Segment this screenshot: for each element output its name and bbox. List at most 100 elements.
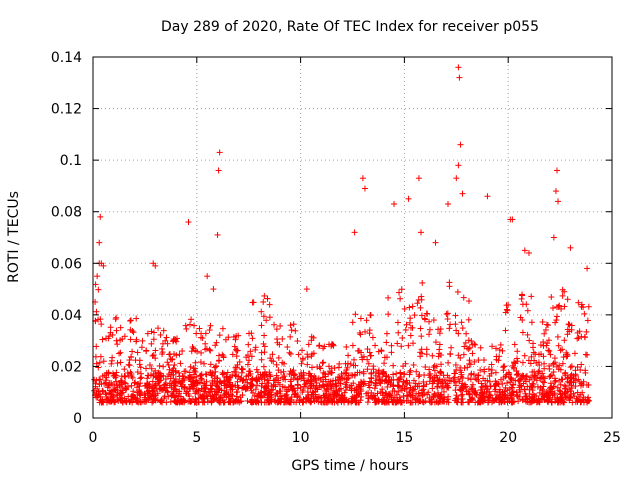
roti-background-point: [295, 351, 302, 358]
roti-background-point: [277, 322, 284, 329]
roti-background-point: [258, 375, 265, 382]
roti-background-point: [158, 372, 165, 379]
roti-background-point: [300, 375, 307, 382]
roti-background-point: [98, 321, 105, 328]
roti-background-point: [288, 327, 295, 334]
roti-background-point: [511, 341, 518, 348]
roti-background-point: [99, 399, 106, 406]
roti-background-point: [409, 324, 416, 331]
roti-background-point: [535, 368, 542, 375]
roti-background-point: [369, 394, 376, 401]
roti-background-point: [325, 398, 332, 405]
roti-background-point: [305, 377, 312, 384]
roti-background-point: [207, 393, 214, 400]
roti-background-point: [343, 369, 350, 376]
roti-background-point: [211, 364, 218, 371]
x-tick-label: 15: [395, 430, 413, 446]
roti-background-point: [491, 388, 498, 395]
roti-background-point: [177, 360, 184, 367]
roti-background-point: [173, 338, 180, 345]
roti-background-point: [162, 376, 169, 383]
roti-background-point: [538, 351, 545, 358]
roti-background-point: [370, 363, 377, 370]
roti-background-point: [253, 377, 260, 384]
roti-background-point: [216, 332, 223, 339]
roti-background-point: [103, 391, 110, 398]
roti-background-point: [469, 341, 476, 348]
roti-background-point: [287, 333, 294, 340]
roti-background-point: [337, 385, 344, 392]
roti-background-point: [565, 321, 572, 328]
roti-background-point: [249, 335, 256, 342]
roti-background-point: [122, 385, 129, 392]
roti-background-point: [578, 333, 585, 340]
roti-background-point: [375, 348, 382, 355]
roti-background-point: [388, 349, 395, 356]
roti-background-point: [193, 330, 200, 337]
roti-background-point: [220, 353, 227, 360]
roti-background-point: [190, 365, 197, 372]
roti-background-point: [425, 389, 432, 396]
roti-background-point: [528, 383, 535, 390]
roti-background-point: [281, 360, 288, 367]
roti-background-point: [93, 377, 100, 384]
roti-background-point: [420, 399, 427, 406]
roti-background-point: [185, 390, 192, 397]
roti-point: [453, 175, 460, 182]
roti-background-point: [265, 397, 272, 404]
roti-background-point: [172, 367, 179, 374]
roti-background-point: [315, 393, 322, 400]
roti-background-point: [258, 399, 265, 406]
roti-background-point: [117, 349, 124, 356]
roti-background-point: [298, 360, 305, 367]
roti-background-point: [519, 372, 526, 379]
roti-background-point: [574, 335, 581, 342]
roti-background-point: [143, 365, 150, 372]
roti-background-point: [287, 350, 294, 357]
roti-background-point: [109, 381, 116, 388]
roti-background-point: [149, 388, 156, 395]
roti-background-point: [469, 385, 476, 392]
roti-background-point: [276, 388, 283, 395]
roti-background-point: [430, 364, 437, 371]
roti-background-point: [441, 376, 448, 383]
roti-background-point: [438, 393, 445, 400]
roti-background-point: [483, 383, 490, 390]
roti-background-point: [368, 389, 375, 396]
roti-background-point: [208, 399, 215, 406]
roti-background-point: [524, 398, 531, 405]
roti-background-point: [348, 372, 355, 379]
roti-background-point: [562, 389, 569, 396]
roti-background-point: [561, 288, 568, 295]
roti-background-point: [158, 397, 165, 404]
roti-background-point: [117, 394, 124, 401]
roti-background-point: [220, 370, 227, 377]
roti-point: [567, 244, 574, 251]
roti-background-point: [233, 353, 240, 360]
roti-background-point: [536, 361, 543, 368]
roti-background-point: [199, 395, 206, 402]
roti-background-point: [366, 330, 373, 337]
roti-background-point: [284, 344, 291, 351]
roti-background-point: [557, 347, 564, 354]
roti-background-point: [337, 396, 344, 403]
roti-background-point: [510, 364, 517, 371]
roti-background-point: [350, 380, 357, 387]
roti-background-point: [312, 377, 319, 384]
roti-background-point: [125, 361, 132, 368]
roti-background-point: [333, 387, 340, 394]
roti-point: [97, 213, 104, 220]
roti-background-point: [135, 399, 142, 406]
roti-background-point: [437, 352, 444, 359]
roti-background-point: [178, 383, 185, 390]
roti-background-point: [226, 374, 233, 381]
roti-background-point: [466, 360, 473, 367]
roti-background-point: [330, 377, 337, 384]
roti-background-point: [353, 384, 360, 391]
roti-background-point: [332, 383, 339, 390]
roti-background-point: [341, 399, 348, 406]
roti-point: [444, 200, 451, 207]
roti-background-point: [460, 351, 467, 358]
roti-background-point: [485, 366, 492, 373]
roti-background-point: [362, 328, 369, 335]
